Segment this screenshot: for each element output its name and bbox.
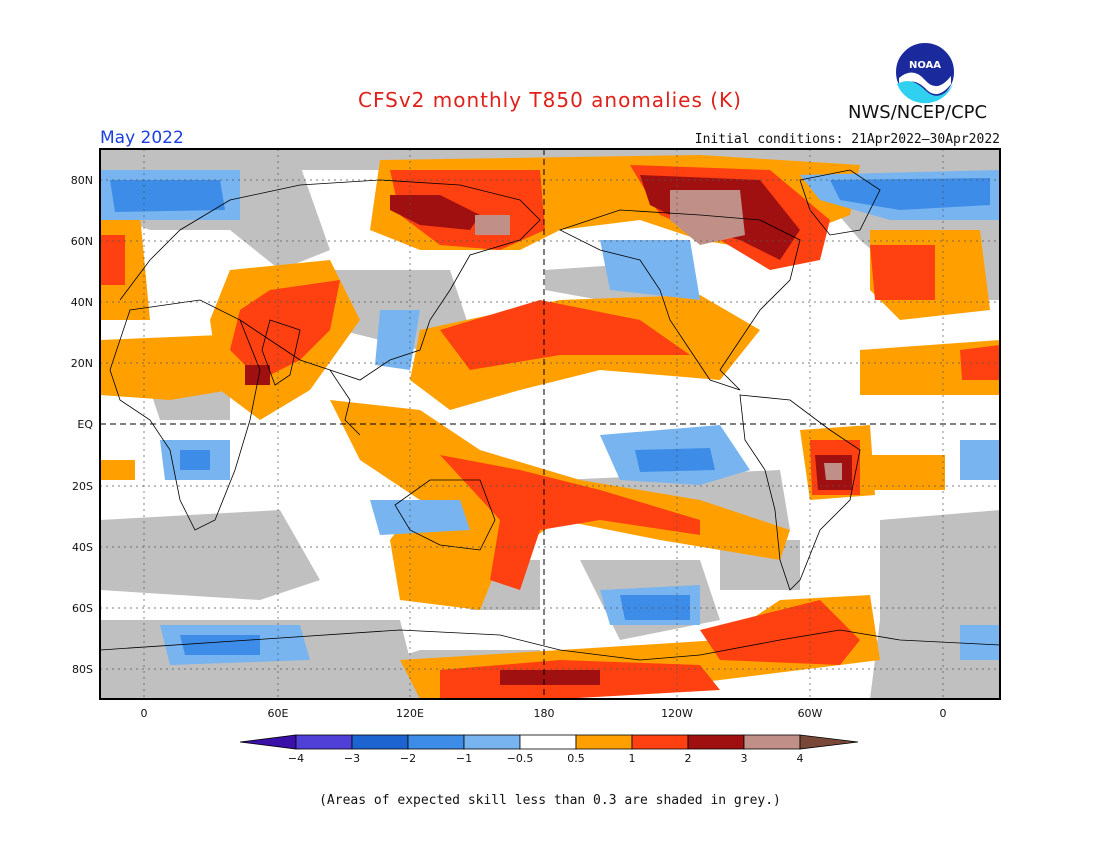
colorbar-cell: [575, 734, 633, 750]
colorbar-cell: [351, 734, 409, 750]
lon-label: 180: [534, 707, 555, 720]
colorbar: [239, 734, 859, 750]
gridlines: [100, 149, 1000, 699]
forecast-month: May 2022: [100, 128, 184, 148]
lon-label: 60E: [268, 707, 289, 720]
agency-label: NWS/NCEP/CPC: [848, 102, 988, 123]
lon-label: 0: [141, 707, 148, 720]
chart-title: CFSv2 monthly T850 anomalies (K): [358, 88, 742, 112]
lon-label: 0: [940, 707, 947, 720]
colorbar-cell: [687, 734, 745, 750]
colorbar-tick: −1: [456, 752, 472, 765]
map-frame: [99, 148, 1001, 700]
svg-text:NOAA: NOAA: [909, 60, 941, 71]
colorbar-cell: [407, 734, 465, 750]
colorbar-cell: [239, 734, 297, 750]
colorbar-ticks: −4 −3 −2 −1 −0.5 0.5 1 2 3 4: [288, 752, 804, 765]
coastlines: [100, 169, 1000, 661]
lat-label: 60S: [72, 602, 93, 615]
equator-dateline: [100, 149, 1000, 699]
colorbar-tick: −0.5: [507, 752, 534, 765]
lat-label: 80S: [72, 663, 93, 676]
colorbar-tick: 1: [629, 752, 636, 765]
longitude-labels: 0 60E 120E 180 120W 60W 0: [141, 707, 947, 720]
colorbar-cell: [743, 734, 801, 750]
colorbar-cell: [295, 734, 353, 750]
colorbar-cell: [799, 734, 859, 750]
skill-note: (Areas of expected skill less than 0.3 a…: [319, 793, 781, 808]
lat-label: 40S: [72, 541, 93, 554]
lat-label: 40N: [71, 296, 93, 309]
colorbar-tick: −3: [344, 752, 360, 765]
colorbar-cell: [519, 734, 577, 750]
lat-label: EQ: [77, 418, 93, 431]
colorbar-tick: 2: [685, 752, 692, 765]
lat-label: 60N: [71, 235, 93, 248]
colorbar-tick: −4: [288, 752, 304, 765]
lat-label: 80N: [71, 174, 93, 187]
colorbar-tick: 3: [741, 752, 748, 765]
colorbar-tick: −2: [400, 752, 416, 765]
lat-label: 20S: [72, 480, 93, 493]
lon-label: 60W: [798, 707, 823, 720]
lat-label: 20N: [71, 357, 93, 370]
noaa-logo: NOAA: [894, 41, 956, 104]
colorbar-cell: [463, 734, 521, 750]
lon-label: 120E: [396, 707, 424, 720]
colorbar-cell: [631, 734, 689, 750]
colorbar-tick: 0.5: [567, 752, 585, 765]
lon-label: 120W: [661, 707, 693, 720]
latitude-labels: 80N 60N 40N 20N EQ 20S 40S 60S 80S: [71, 174, 94, 676]
initial-conditions: Initial conditions: 21Apr2022–30Apr2022: [694, 132, 1000, 147]
anomaly-shading: [100, 149, 1000, 699]
colorbar-tick: 4: [797, 752, 804, 765]
